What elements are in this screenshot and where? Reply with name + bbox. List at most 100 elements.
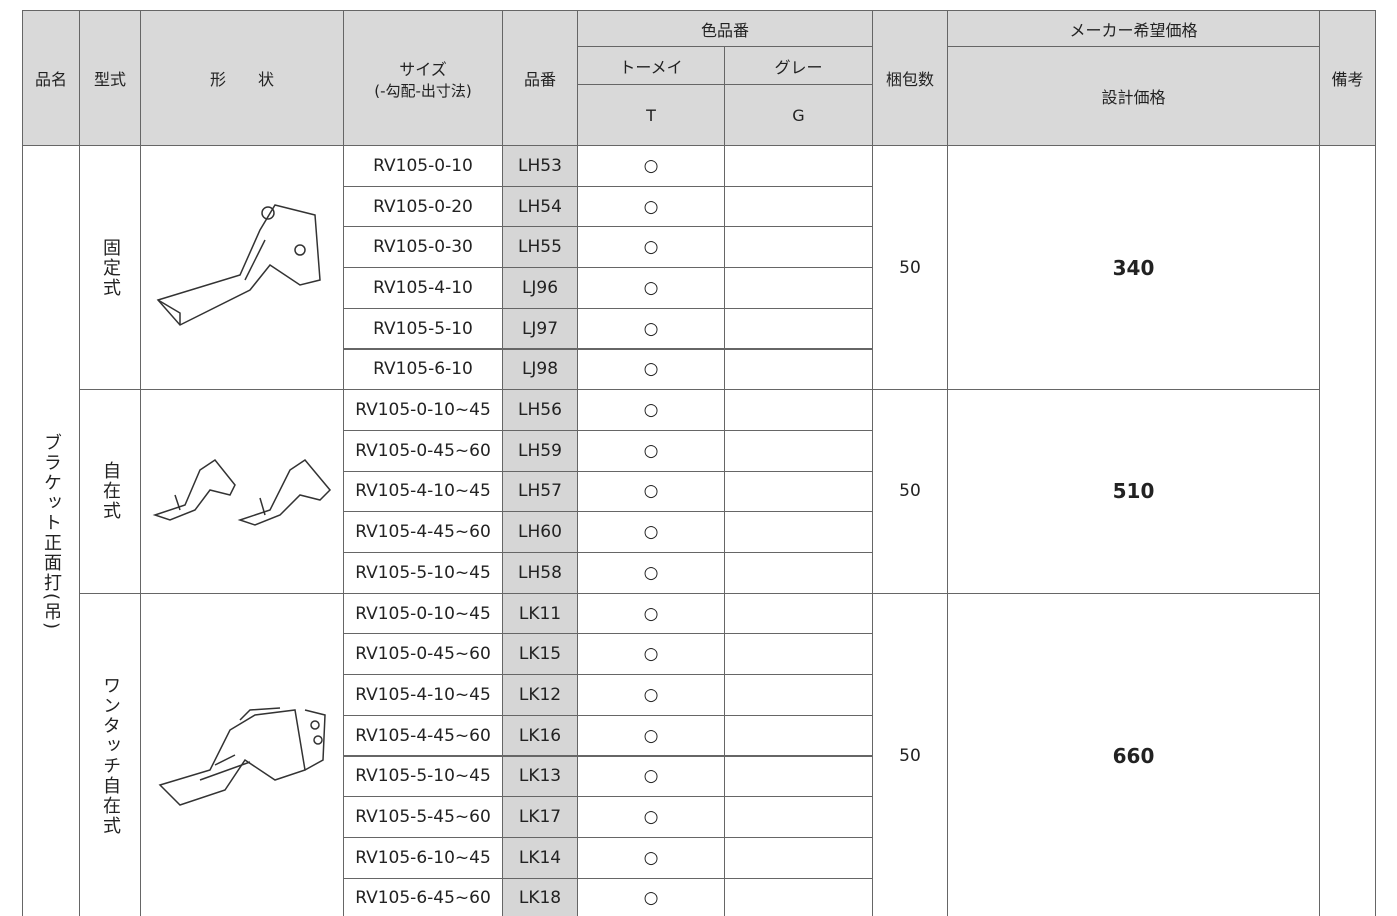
header-t: T xyxy=(577,84,725,146)
size: RV105-0-45~60 xyxy=(343,633,503,676)
header-gray: グレー xyxy=(724,46,873,85)
size-text: RV105-0-10~45 xyxy=(355,603,491,624)
size: RV105-0-10~45 xyxy=(343,592,503,635)
size-text: RV105-0-10~45 xyxy=(355,400,491,421)
size: RV105-6-10~45 xyxy=(343,836,503,879)
code-text: LH59 xyxy=(518,440,562,461)
code-text: LH57 xyxy=(518,481,562,502)
tomei-mark: ○ xyxy=(577,348,725,391)
gray-mark xyxy=(724,145,873,187)
size: RV105-5-10 xyxy=(343,307,503,350)
code: LH58 xyxy=(502,552,578,594)
tomei-mark: ○ xyxy=(577,267,725,309)
code: LJ96 xyxy=(502,267,578,309)
tomei-mark: ○ xyxy=(577,755,725,798)
header-shape-text: 形 状 xyxy=(209,70,274,89)
code: LK16 xyxy=(502,714,578,757)
tomei-mark-text: ○ xyxy=(643,766,659,787)
remarks-cell xyxy=(1319,145,1376,916)
size-text: RV105-0-30 xyxy=(373,237,473,258)
gray-mark xyxy=(724,511,873,553)
fixed-bracket-illustration xyxy=(156,204,321,326)
code: LK18 xyxy=(502,877,578,916)
code-text: LK11 xyxy=(518,603,562,624)
code: LH57 xyxy=(502,470,578,513)
size: RV105-0-45~60 xyxy=(343,429,503,472)
gray-mark xyxy=(724,592,873,635)
gray-mark xyxy=(724,470,873,513)
size: RV105-6-45~60 xyxy=(343,877,503,916)
code: LH60 xyxy=(502,511,578,553)
price: 510 xyxy=(947,389,1320,594)
pack-text: 50 xyxy=(899,257,921,278)
tomei-mark-text: ○ xyxy=(643,155,659,176)
size-text: RV105-4-45~60 xyxy=(355,522,491,543)
code: LJ98 xyxy=(502,348,578,391)
size: RV105-6-10 xyxy=(343,348,503,391)
price: 660 xyxy=(947,592,1320,916)
gray-mark xyxy=(724,348,873,391)
tomei-mark-text: ○ xyxy=(643,400,659,421)
code-text: LH56 xyxy=(518,400,562,421)
code: LH55 xyxy=(502,226,578,269)
code-text: LH60 xyxy=(518,522,562,543)
code-text: LH58 xyxy=(518,562,562,583)
tomei-mark: ○ xyxy=(577,511,725,553)
tomei-mark-text: ○ xyxy=(643,359,659,380)
tomei-mark: ○ xyxy=(577,145,725,187)
header-name-text: 品名 xyxy=(34,70,67,89)
gray-mark xyxy=(724,226,873,269)
size-text: RV105-6-45~60 xyxy=(355,888,491,909)
one-touch-bracket-illustration xyxy=(158,707,326,806)
product-name-text: ブラケット正面打(吊) xyxy=(41,433,62,632)
size-text: RV105-5-10 xyxy=(373,318,473,339)
size-text: RV105-6-10 xyxy=(373,359,473,380)
code: LH56 xyxy=(502,389,578,431)
gray-mark xyxy=(724,267,873,309)
header-tomei: トーメイ xyxy=(577,46,725,85)
code: LK15 xyxy=(502,633,578,676)
code: LK14 xyxy=(502,836,578,879)
code-text: LH54 xyxy=(518,196,562,217)
tomei-mark-text: ○ xyxy=(643,644,659,665)
header-type-text: 型式 xyxy=(93,70,126,89)
size: RV105-0-30 xyxy=(343,226,503,269)
gray-mark xyxy=(724,796,873,838)
size-text: RV105-4-10~45 xyxy=(355,481,491,502)
header-design-price: 設計価格 xyxy=(947,46,1320,146)
pack-text: 50 xyxy=(899,745,921,766)
code: LK13 xyxy=(502,755,578,798)
tomei-mark-text: ○ xyxy=(643,237,659,258)
tomei-mark-text: ○ xyxy=(643,277,659,298)
header-code: 品番 xyxy=(502,10,578,146)
code-text: LK16 xyxy=(518,725,562,746)
header-remarks: 備考 xyxy=(1319,10,1376,146)
size-text: RV105-4-10~45 xyxy=(355,684,491,705)
size: RV105-4-10 xyxy=(343,267,503,309)
header-color-code-text: 色品番 xyxy=(700,20,749,40)
gray-mark xyxy=(724,185,873,228)
tomei-mark: ○ xyxy=(577,877,725,916)
size: RV105-0-20 xyxy=(343,185,503,228)
price-text: 510 xyxy=(1112,479,1155,504)
pack-text: 50 xyxy=(899,481,921,502)
code: LH53 xyxy=(502,145,578,187)
tomei-mark-text: ○ xyxy=(643,888,659,909)
price: 340 xyxy=(947,145,1320,391)
tomei-mark: ○ xyxy=(577,185,725,228)
code-text: LH55 xyxy=(518,237,562,258)
tomei-mark: ○ xyxy=(577,226,725,269)
gray-mark xyxy=(724,877,873,916)
header-g: G xyxy=(724,84,873,146)
size-text: RV105-5-10~45 xyxy=(355,562,491,583)
price-text: 340 xyxy=(1112,255,1155,280)
tomei-mark-text: ○ xyxy=(643,481,659,502)
code-text: LK12 xyxy=(518,684,562,705)
size: RV105-5-10~45 xyxy=(343,552,503,594)
tomei-mark-text: ○ xyxy=(643,562,659,583)
tomei-mark-text: ○ xyxy=(643,807,659,828)
code-text: LJ97 xyxy=(521,318,559,339)
header-size-text: サイズ xyxy=(399,59,447,79)
tomei-mark: ○ xyxy=(577,470,725,513)
